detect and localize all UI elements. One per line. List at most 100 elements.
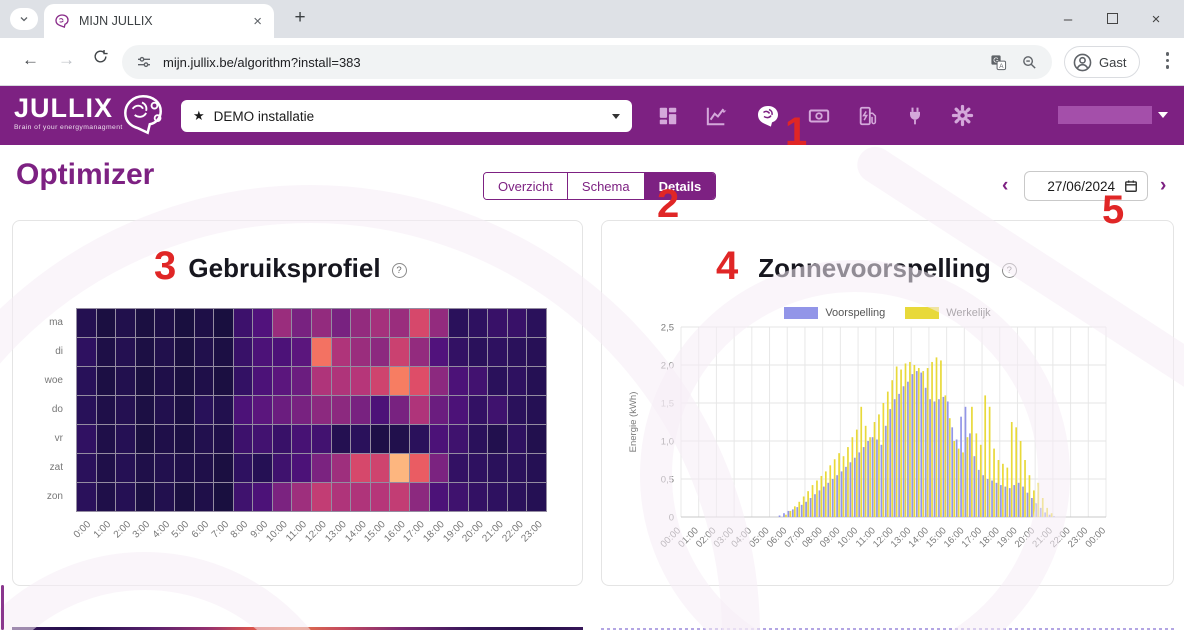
bar-voorspelling xyxy=(836,475,838,517)
minimize-button[interactable]: – xyxy=(1063,10,1073,28)
heatmap-cell xyxy=(96,396,116,424)
heatmap-cell xyxy=(488,367,507,395)
site-settings-icon[interactable] xyxy=(136,54,152,70)
heatmap xyxy=(76,308,547,512)
bar-werkelijk xyxy=(917,368,920,517)
bar-werkelijk xyxy=(842,456,845,517)
bar-werkelijk xyxy=(997,460,1000,517)
heatmap-cell xyxy=(214,338,233,366)
heatmap-cell xyxy=(174,338,194,366)
heatmap-cell xyxy=(77,338,96,366)
tab-details[interactable]: Details xyxy=(643,173,716,199)
nav-settings-button[interactable] xyxy=(951,104,974,127)
view-tab-group: Overzicht Schema Details xyxy=(483,172,717,200)
bar-voorspelling xyxy=(973,456,976,517)
heatmap-cell xyxy=(272,338,292,366)
heatmap-cell xyxy=(488,396,507,424)
tab-schema[interactable]: Schema xyxy=(566,173,644,199)
nav-billing-button[interactable] xyxy=(807,105,831,127)
bar-voorspelling xyxy=(814,494,816,517)
bar-voorspelling xyxy=(800,504,803,517)
star-icon: ★ xyxy=(193,108,205,123)
help-icon[interactable]: ? xyxy=(1001,263,1017,278)
reload-button[interactable] xyxy=(92,48,109,70)
heatmap-row-label: vr xyxy=(54,433,63,445)
heatmap-cell xyxy=(488,425,507,453)
bar-werkelijk xyxy=(979,444,982,517)
heatmap-cell xyxy=(429,454,449,482)
heatmap-cell xyxy=(527,309,546,337)
nav-optimizer-button[interactable] xyxy=(755,104,781,128)
heatmap-cell xyxy=(292,367,311,395)
heatmap-x-label: 8:00 xyxy=(229,519,251,541)
user-menu-caret-icon[interactable] xyxy=(1158,112,1168,118)
tab-overzicht[interactable]: Overzicht xyxy=(484,173,567,199)
bar-werkelijk xyxy=(940,360,942,517)
bar-werkelijk xyxy=(931,361,933,517)
maximize-button[interactable] xyxy=(1090,11,1134,28)
tab-close-icon[interactable]: × xyxy=(253,12,262,30)
app-header: JULLIX Brain of your energymanagment ★ D… xyxy=(0,86,1184,145)
date-next-button[interactable]: › xyxy=(1160,175,1167,196)
date-prev-button[interactable]: ‹ xyxy=(1002,175,1009,196)
heatmap-cell xyxy=(331,425,351,453)
legend-item-voorspelling[interactable]: Voorspelling xyxy=(784,307,885,319)
heatmap-cell xyxy=(233,425,253,453)
date-picker[interactable]: 27/06/2024 xyxy=(1024,171,1148,201)
annotation-4: 4 xyxy=(716,244,739,288)
browser-tab[interactable]: MIJN JULLIX × xyxy=(44,4,274,38)
bar-werkelijk xyxy=(833,459,836,517)
nav-dashboard-button[interactable] xyxy=(657,105,679,127)
heatmap-cell xyxy=(174,425,194,453)
heatmap-cell xyxy=(331,396,351,424)
tab-search-button[interactable] xyxy=(10,8,38,30)
bar-voorspelling xyxy=(889,409,892,517)
dashboard-grid-icon xyxy=(659,107,677,124)
heatmap-cell xyxy=(390,309,409,337)
heatmap-cell xyxy=(292,425,311,453)
forward-button[interactable]: → xyxy=(58,50,75,69)
gebruiksprofiel-title: Gebruiksprofiel xyxy=(188,253,381,283)
heatmap-cell xyxy=(135,367,155,395)
heatmap-cell xyxy=(507,454,527,482)
browser-menu-button[interactable] xyxy=(1165,52,1169,69)
heatmap-cell xyxy=(116,396,135,424)
bar-werkelijk xyxy=(807,491,809,517)
y-tick-label: 2,5 xyxy=(661,323,674,334)
bar-voorspelling xyxy=(1008,488,1011,517)
profile-button[interactable]: Gast xyxy=(1064,46,1141,78)
bar-voorspelling xyxy=(876,439,878,517)
heatmap-cell xyxy=(233,454,253,482)
heatmap-cell xyxy=(507,338,527,366)
close-button[interactable]: × xyxy=(1151,10,1161,28)
url-text[interactable]: mijn.jullix.be/algorithm?install=383 xyxy=(163,54,361,70)
chevron-down-icon xyxy=(20,17,28,22)
below-fold-chart-top xyxy=(601,628,1174,630)
heatmap-cell xyxy=(409,338,429,366)
nav-charging-button[interactable] xyxy=(857,104,879,128)
heatmap-cell xyxy=(233,396,253,424)
calendar-icon[interactable] xyxy=(1124,179,1138,193)
installation-select[interactable]: ★ DEMO installatie xyxy=(181,100,632,132)
money-icon xyxy=(808,108,830,123)
bar-voorspelling xyxy=(831,479,834,517)
zoom-out-button[interactable] xyxy=(1021,54,1038,71)
bar-werkelijk xyxy=(798,501,801,517)
back-button[interactable]: ← xyxy=(22,50,39,69)
heatmap-row-label: woe xyxy=(44,374,63,386)
bar-werkelijk xyxy=(1028,475,1031,517)
new-tab-button[interactable]: + xyxy=(294,7,306,28)
nav-plug-button[interactable] xyxy=(905,104,925,128)
bar-voorspelling xyxy=(849,462,852,517)
bar-voorspelling xyxy=(880,444,883,517)
help-icon[interactable]: ? xyxy=(391,263,407,278)
logo-text: JULLIX xyxy=(14,93,114,123)
user-name-redacted[interactable] xyxy=(1058,106,1152,124)
nav-monitoring-button[interactable] xyxy=(705,105,729,127)
heatmap-x-label: 18:00 xyxy=(421,519,447,545)
jullix-logo[interactable]: JULLIX Brain of your energymanagment xyxy=(14,93,123,132)
legend-item-werkelijk[interactable]: Werkelijk xyxy=(905,307,991,319)
